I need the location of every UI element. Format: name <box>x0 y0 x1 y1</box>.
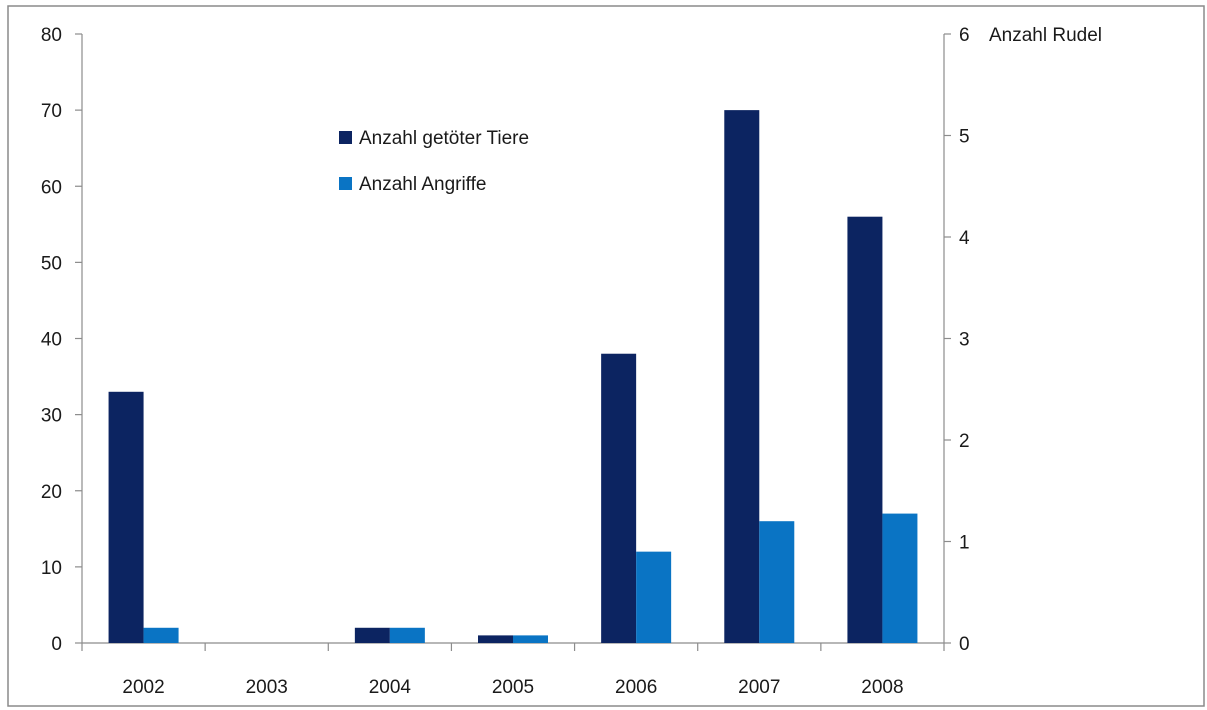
x-tick-label: 2006 <box>615 677 657 698</box>
legend-label: Anzahl getöter Tiere <box>359 128 529 149</box>
y-tick-label: 30 <box>41 406 62 427</box>
y2-axis-title: Anzahl Rudel <box>989 25 1102 46</box>
y2-tick-label: 3 <box>959 330 970 351</box>
bar <box>108 391 144 643</box>
legend-swatch <box>339 177 352 190</box>
y2-tick-label: 2 <box>959 431 970 452</box>
bar <box>847 216 883 643</box>
x-tick-label: 2002 <box>122 677 164 698</box>
bar <box>143 627 179 643</box>
bar <box>513 635 548 643</box>
y-tick-label: 80 <box>41 25 62 46</box>
bar <box>478 635 513 643</box>
y2-tick-label: 4 <box>959 228 970 249</box>
bars <box>108 110 918 643</box>
chart-frame <box>7 5 1205 707</box>
y2-tick-label: 6 <box>959 25 970 46</box>
y-tick-label: 50 <box>41 253 62 274</box>
bar <box>601 353 637 643</box>
legend-label: Anzahl Angriffe <box>359 174 486 195</box>
bar <box>759 521 795 643</box>
y-tick-label: 20 <box>41 482 62 503</box>
bar <box>636 551 672 643</box>
y2-tick-label: 5 <box>959 127 970 148</box>
axes: 0 10 20 30 40 50 60 70 80 0 1 2 3 4 5 6 Anzahl Rudel 2002… <box>41 25 1102 698</box>
y-tick-label: 10 <box>41 558 62 579</box>
y2-tick-label: 1 <box>959 533 970 554</box>
y-tick-label: 60 <box>41 177 62 198</box>
x-tick-label: 2005 <box>492 677 534 698</box>
y-tick-label: 0 <box>51 634 62 655</box>
y2-tick-label: 0 <box>959 634 970 655</box>
bar <box>354 627 390 643</box>
y-tick-label: 70 <box>41 101 62 122</box>
legend-swatch <box>339 131 352 144</box>
x-tick-label: 2004 <box>369 677 412 698</box>
x-tick-label: 2003 <box>246 677 288 698</box>
x-tick-label: 2008 <box>861 677 903 698</box>
legend: Anzahl getöter Tiere Anzahl Angriffe <box>339 128 529 195</box>
y-tick-label: 40 <box>41 330 62 351</box>
bar <box>724 110 760 643</box>
bar <box>389 627 425 643</box>
x-tick-label: 2007 <box>738 677 780 698</box>
bar <box>882 513 918 643</box>
